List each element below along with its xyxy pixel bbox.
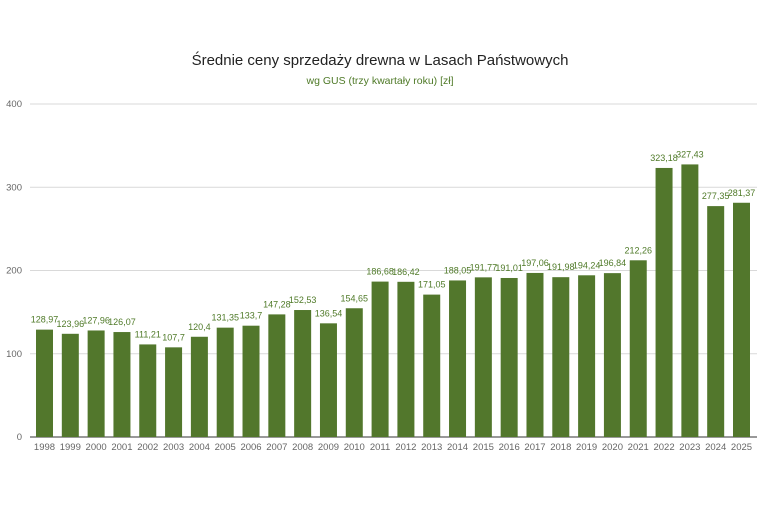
x-tick-label-2010: 2010 [344, 442, 365, 453]
data-label-2008: 152,53 [289, 295, 317, 305]
x-tick-label-2017: 2017 [524, 442, 545, 453]
data-label-2009: 136,54 [315, 308, 343, 318]
x-tick-label-2003: 2003 [163, 442, 184, 453]
x-tick-label-2015: 2015 [473, 442, 494, 453]
x-tick-label-2022: 2022 [653, 442, 674, 453]
bar-2025 [733, 202, 750, 437]
x-tick-label-2019: 2019 [576, 442, 597, 453]
y-tick-label: 400 [6, 99, 22, 110]
y-tick-label: 100 [6, 349, 22, 360]
x-tick-label-2009: 2009 [318, 442, 339, 453]
data-label-2011: 186,68 [366, 267, 394, 277]
bar-2008 [294, 310, 312, 437]
x-tick-label-2024: 2024 [705, 442, 726, 453]
data-label-2020: 196,84 [599, 258, 627, 268]
x-tick-label-2007: 2007 [266, 442, 287, 453]
x-tick-label-2012: 2012 [395, 442, 416, 453]
x-tick-label-2025: 2025 [731, 442, 752, 453]
data-label-1998: 128,97 [31, 315, 59, 325]
x-tick-label-2023: 2023 [679, 442, 700, 453]
y-axis-ticks: 0 100 200 300 400 [6, 99, 22, 443]
data-label-2015: 191,77 [470, 262, 498, 272]
bar-2011 [371, 281, 389, 437]
bar-2023 [681, 164, 699, 437]
x-tick-label-2006: 2006 [240, 442, 261, 453]
bar-2024 [707, 206, 725, 437]
x-tick-label-2004: 2004 [189, 442, 210, 453]
x-tick-label-2013: 2013 [421, 442, 442, 453]
data-label-2014: 188,05 [444, 265, 472, 275]
data-label-2025: 281,37 [728, 188, 756, 198]
data-label-2018: 191,98 [547, 262, 575, 272]
data-label-2017: 197,06 [521, 258, 549, 268]
bar-1998 [36, 329, 53, 437]
bar-2020 [603, 273, 621, 437]
data-label-2019: 194,24 [573, 260, 601, 270]
bar-2019 [578, 275, 596, 437]
x-tick-label-1998: 1998 [34, 442, 55, 453]
bar-2005 [216, 327, 234, 437]
x-tick-label-2016: 2016 [499, 442, 520, 453]
data-label-1999: 123,96 [57, 319, 85, 329]
bar-2010 [345, 308, 363, 437]
x-tick-label-2018: 2018 [550, 442, 571, 453]
bar-2021 [629, 260, 647, 437]
bar-2006 [242, 325, 260, 437]
bar-2001 [113, 332, 131, 437]
bar-2017 [526, 272, 544, 437]
bar-2013 [423, 294, 441, 437]
data-label-2022: 323,18 [650, 153, 678, 163]
x-axis-ticks: 1998 1999 2000 2001 2002 2003 2004 2005 2006 2007… [34, 442, 752, 453]
x-tick-label-2001: 2001 [111, 442, 132, 453]
x-tick-label-2020: 2020 [602, 442, 623, 453]
bar-2012 [397, 281, 415, 437]
x-tick-label-2011: 2011 [370, 442, 390, 453]
bar-2014 [449, 280, 467, 437]
data-label-2013: 171,05 [418, 280, 446, 290]
bar-2016 [500, 277, 518, 437]
data-label-2007: 147,28 [263, 299, 291, 309]
data-label-2004: 120,4 [188, 322, 211, 332]
data-label-2024: 277,35 [702, 191, 730, 201]
bar-2004 [190, 336, 208, 437]
data-label-2003: 107,7 [162, 332, 185, 342]
bar-2022 [655, 167, 673, 438]
data-label-2023: 327,43 [676, 149, 704, 159]
data-label-2016: 191,01 [495, 263, 523, 273]
data-label-2000: 127,96 [82, 315, 110, 325]
bar-1999 [61, 333, 79, 437]
x-tick-label-2005: 2005 [215, 442, 236, 453]
data-label-2001: 126,07 [108, 317, 136, 327]
bar-2018 [552, 277, 570, 437]
data-label-2012: 186,42 [392, 267, 420, 277]
x-tick-label-2008: 2008 [292, 442, 313, 453]
bar-2002 [139, 344, 157, 437]
y-tick-label: 300 [6, 182, 22, 193]
data-label-2005: 131,35 [211, 313, 239, 323]
data-label-2021: 212,26 [624, 245, 652, 255]
bar-2009 [319, 323, 337, 437]
x-tick-label-2002: 2002 [137, 442, 158, 453]
x-tick-label-2021: 2021 [628, 442, 649, 453]
data-label-2002: 111,21 [135, 329, 161, 339]
chart-subtitle: wg GUS (trzy kwartały roku) [zł] [306, 75, 454, 87]
bar-2003 [165, 347, 183, 437]
x-tick-label-2014: 2014 [447, 442, 468, 453]
y-tick-label: 200 [6, 266, 22, 277]
chart-title: Średnie ceny sprzedaży drewna w Lasach P… [191, 52, 569, 69]
bar-2007 [268, 314, 286, 437]
y-tick-label: 0 [17, 432, 22, 443]
bar-2015 [474, 277, 492, 437]
data-label-2006: 133,7 [240, 311, 263, 321]
x-tick-label-2000: 2000 [86, 442, 107, 453]
bar-2000 [87, 330, 105, 437]
x-tick-label-1999: 1999 [60, 442, 81, 453]
bars [36, 164, 750, 438]
data-label-2010: 154,65 [341, 293, 369, 303]
